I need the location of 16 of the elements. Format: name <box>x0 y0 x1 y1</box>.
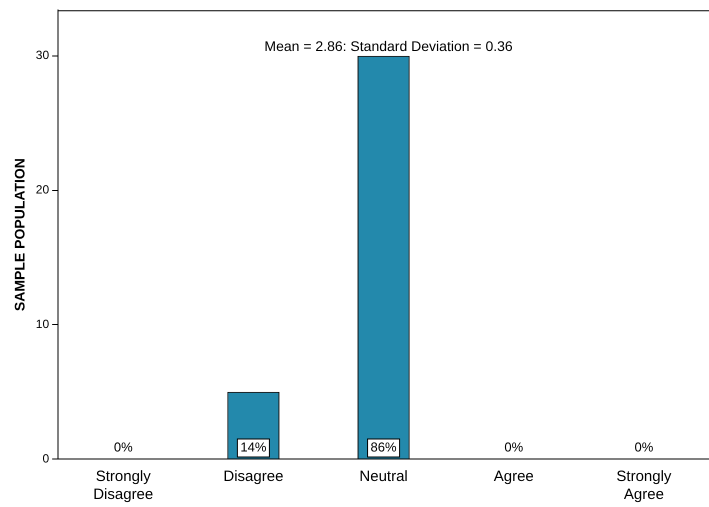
y-tick-label: 20 <box>36 182 50 197</box>
x-tick-label: Strongly Disagree <box>93 468 154 504</box>
y-tick-label: 30 <box>36 48 50 62</box>
annotation: 14% <box>240 440 267 455</box>
y-tick-label: 10 <box>36 316 50 331</box>
annotation: Mean = 2.86: Standard Deviation = 0.36 <box>264 38 513 54</box>
annotation: 0% <box>634 440 654 455</box>
x-tick-label: Strongly Agree <box>616 468 672 504</box>
x-tick-label: Neutral <box>359 468 408 486</box>
y-axis-title: SAMPLE POPULATION <box>11 158 28 312</box>
x-tick-label: Disagree <box>223 468 284 486</box>
y-tick-label: 0 <box>42 451 50 466</box>
x-tick-label: Agree <box>494 468 534 486</box>
annotation: 86% <box>370 440 398 455</box>
annotation: 0% <box>504 440 524 455</box>
annotation: 0% <box>114 440 134 455</box>
